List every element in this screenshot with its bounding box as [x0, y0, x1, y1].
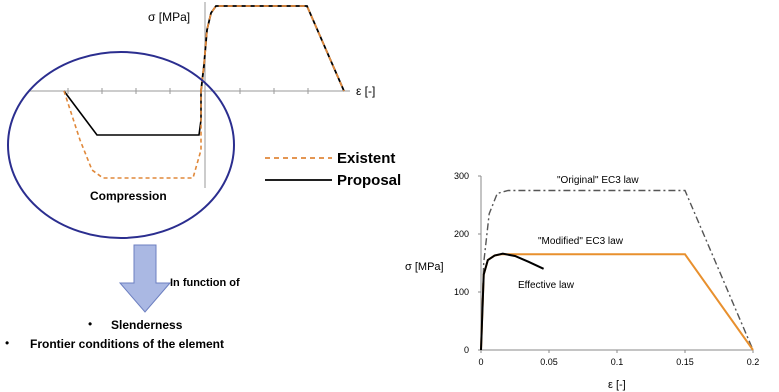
chart-y-tick-label: 0 [464, 345, 469, 355]
proposal-compression-curve [63, 90, 202, 136]
left-x-axis-label: ε [-] [356, 84, 375, 98]
bullet-slenderness: Slenderness [111, 318, 183, 332]
chart-axes: 0 0.05 0.1 0.15 0.2 0 100 200 300 [454, 171, 759, 367]
chart-y-tick-label: 300 [454, 171, 469, 181]
chart-x-tick-label: 0.2 [747, 357, 760, 367]
chart-y-axis-label: σ [MPa] [405, 261, 444, 273]
existent-tension-curve [200, 5, 345, 92]
proposal-tension-curve [200, 5, 345, 92]
chart-x-tick-label: 0.15 [676, 357, 694, 367]
compression-label: Compression [90, 189, 167, 203]
left-y-axis-label: σ [MPa] [148, 10, 190, 24]
chart-x-tick-label: 0 [478, 357, 483, 367]
left-diagram: σ [MPa] ε [-] Compression Existent Propo… [5, 2, 401, 351]
compression-circle [7, 51, 235, 239]
arrow-label: In function of [170, 277, 240, 289]
series-original-ec3 [480, 189, 754, 351]
annotation-original: "Original" EC3 law [557, 175, 639, 186]
legend-proposal-label: Proposal [337, 172, 401, 189]
chart-series [480, 189, 754, 351]
bullet-dot-1: • [88, 317, 92, 331]
bullet-dot-2: • [5, 336, 9, 350]
left-x-ticks [67, 88, 309, 94]
chart-x-tick-label: 0.1 [611, 357, 624, 367]
existent-compression-curve [63, 90, 202, 179]
chart-y-tick-label: 200 [454, 229, 469, 239]
annotation-effective: Effective law [518, 280, 575, 291]
chart-y-tick-label: 100 [454, 287, 469, 297]
down-arrow [118, 244, 172, 313]
legend-existent-label: Existent [337, 150, 395, 167]
series-effective-law [480, 252, 545, 351]
chart-x-tick-label: 0.05 [540, 357, 558, 367]
annotation-modified: "Modified" EC3 law [538, 236, 624, 247]
series-modified-ec3 [480, 253, 754, 351]
bullet-frontier: Frontier conditions of the element [30, 337, 224, 351]
chart-x-axis-label: ε [-] [608, 379, 626, 391]
